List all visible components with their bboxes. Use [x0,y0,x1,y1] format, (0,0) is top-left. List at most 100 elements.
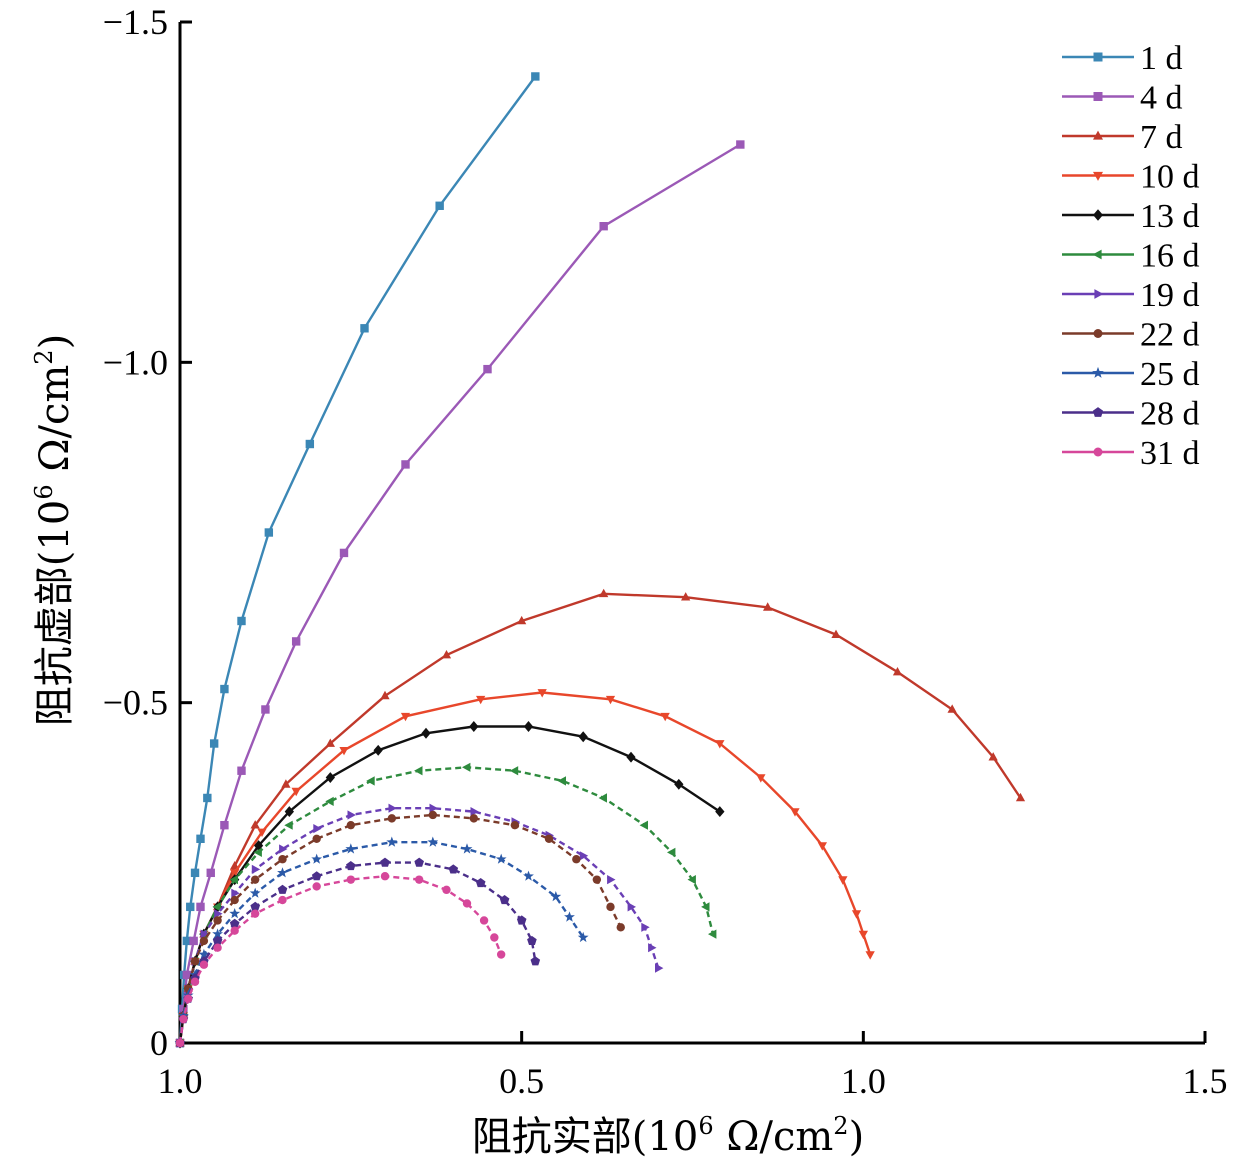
data-point-5-7 [253,847,262,857]
data-point-8-4 [198,948,210,960]
data-point-6-5 [214,909,223,919]
data-point-10-8 [278,895,287,905]
legend-marker-3 [1093,171,1103,181]
data-point-0-13 [360,324,369,333]
legend-marker-8 [1092,366,1104,378]
data-point-0-15 [531,72,540,81]
legend-marker-1 [1093,92,1103,101]
data-point-8-15 [523,870,534,881]
data-point-10-7 [250,909,260,918]
data-point-10-3 [190,977,200,986]
y-axis-title: 阻抗虚部(106 Ω/cm2) [30,334,78,726]
data-point-5-16 [639,820,648,830]
data-point-7-12 [428,810,438,820]
data-point-9-7 [250,901,260,911]
legend-marker-5 [1092,249,1102,260]
data-point-1-11 [401,460,410,469]
data-point-1-5 [206,868,215,878]
data-point-9-18 [530,956,541,966]
data-point-5-17 [667,847,676,857]
data-point-8-14 [495,853,507,864]
data-point-2-12 [517,615,527,625]
legend-marker-10 [1093,447,1103,457]
data-point-1-12 [483,364,492,374]
legend-label-8: 25 d [1140,356,1200,393]
data-point-6-10 [347,810,356,820]
legend-item-9: 28 d [1062,396,1200,433]
series-0 [175,72,540,1048]
data-point-8-8 [277,867,288,878]
data-point-10-0 [175,1038,185,1048]
data-point-6-6 [231,888,240,898]
data-point-8-18 [577,931,589,943]
data-point-10-14 [462,899,472,908]
data-point-7-8 [278,855,287,864]
data-point-10-11 [380,872,390,881]
data-point-5-20 [708,929,717,939]
data-point-2-11 [441,650,452,659]
data-point-10-15 [479,916,489,925]
series-layer [174,72,1026,1049]
series-line-4 [178,725,721,1044]
data-point-1-7 [237,766,246,775]
data-point-10-9 [312,882,321,891]
legend-item-0: 1 d [1062,40,1183,77]
series-6 [176,803,664,1048]
series-line-0 [178,75,537,1044]
legend-marker-9 [1092,407,1104,417]
data-point-9-11 [380,857,390,867]
data-point-0-8 [209,739,219,748]
legend-label-0: 1 d [1140,40,1183,77]
legend: 1 d4 d7 d10 d13 d16 d19 d22 d25 d28 d31 … [1062,40,1200,472]
data-point-4-10 [373,744,383,756]
data-point-6-9 [313,824,322,834]
data-point-6-21 [655,963,664,973]
series-line-9 [178,861,537,1044]
x-tick-label-0: 1.0 [158,1061,203,1101]
data-point-0-3 [182,936,192,946]
series-4 [175,721,725,1049]
x-ticks: 1.0 0.5 1.0 1.5 [158,1031,1228,1101]
data-point-5-19 [701,902,710,912]
legend-item-3: 10 d [1062,159,1200,196]
legend-item-4: 13 d [1062,198,1200,235]
data-point-5-5 [212,902,221,912]
data-point-2-19 [988,752,998,761]
data-point-7-18 [606,902,615,912]
data-point-6-19 [641,922,650,932]
data-point-0-10 [237,616,246,626]
data-point-10-6 [230,926,239,935]
series-line-3 [178,691,872,1044]
x-tick-label-2: 1.0 [841,1061,886,1101]
data-point-10-1 [179,1014,188,1024]
legend-label-2: 7 d [1140,119,1183,156]
data-point-3-16 [756,774,766,783]
y-tick-label-2: −1.0 [103,342,168,382]
data-point-8-6 [229,908,241,919]
data-point-5-15 [598,793,607,803]
data-point-5-14 [557,776,566,786]
data-point-8-10 [345,843,357,854]
data-point-7-5 [213,916,222,925]
legend-item-2: 7 d [1062,119,1183,156]
data-point-2-9 [325,738,335,747]
legend-label-3: 10 d [1140,159,1200,196]
data-point-10-4 [199,960,209,969]
legend-label-6: 19 d [1140,277,1200,314]
data-point-3-13 [605,695,616,705]
data-point-9-9 [311,871,322,881]
legend-label-7: 22 d [1140,317,1200,354]
data-point-3-15 [715,740,725,749]
data-point-0-12 [305,439,315,449]
axes [178,22,1205,1045]
data-point-2-10 [380,690,390,700]
data-point-2-13 [599,588,609,598]
data-point-1-9 [291,637,301,646]
legend-label-1: 4 d [1140,80,1183,117]
data-point-4-11 [421,727,431,739]
data-point-9-17 [527,935,537,945]
data-point-2-20 [1015,792,1026,802]
data-point-5-6 [229,875,238,885]
data-point-9-10 [346,861,356,871]
legend-label-10: 31 d [1140,435,1200,472]
